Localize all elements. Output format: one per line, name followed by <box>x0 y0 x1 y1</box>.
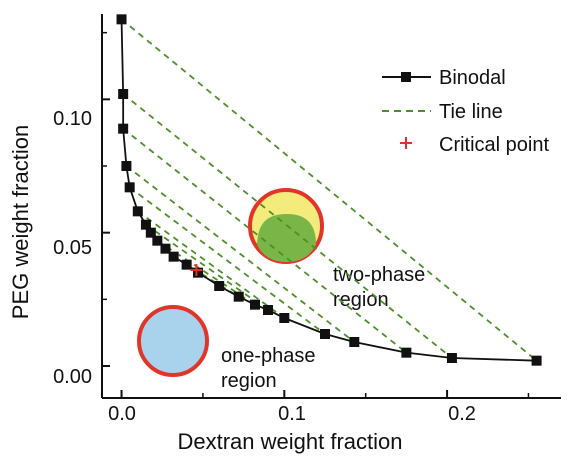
binodal-point-1 <box>118 89 129 99</box>
binodal-point-16 <box>263 305 274 315</box>
binodal-point-14 <box>233 291 244 302</box>
one-phase-label-line-1: one-phase <box>221 345 316 367</box>
two-phase-label-line-1: two-phase <box>333 264 425 286</box>
binodal-point-11 <box>181 259 192 270</box>
two-phase-region-label: two-phase region <box>333 264 431 311</box>
tie-line-1 <box>122 93 453 359</box>
y-tick-label-2: 0.10 <box>53 108 92 130</box>
binodal-point-15 <box>250 299 260 310</box>
legend-critical-point-marker <box>400 137 412 149</box>
binodal-point-0 <box>116 14 127 25</box>
binodal-point-20 <box>401 347 412 358</box>
binodal-point-6 <box>140 219 151 230</box>
one-phase-label-line-2: region <box>221 370 277 392</box>
y-tick-label-0: 0.00 <box>53 366 92 388</box>
y-axis-label: PEG weight fraction <box>8 125 33 319</box>
legend-binodal-label: Binodal <box>439 67 506 89</box>
binodal-layer <box>116 14 542 366</box>
legend-critical-point-label: Critical point <box>439 134 549 156</box>
two-phase-circle-inner <box>257 214 316 262</box>
legend-tie-line-label: Tie line <box>439 101 503 123</box>
binodal-point-4 <box>124 182 135 193</box>
tie-line-3 <box>125 165 355 343</box>
tie-line-6 <box>145 223 269 311</box>
two-phase-label-line-2: region <box>333 289 389 311</box>
one-phase-circle <box>137 305 209 377</box>
axes-layer <box>101 14 561 399</box>
binodal-point-7 <box>145 227 156 238</box>
binodal-point-18 <box>319 329 330 339</box>
x-tick-label-2: 0.2 <box>448 403 476 425</box>
y-tick-label-1: 0.05 <box>53 237 92 259</box>
binodal-point-10 <box>168 251 179 262</box>
tie-line-2 <box>122 127 407 354</box>
one-phase-region-label: one-phase region <box>221 345 321 392</box>
x-axis-label: Dextran weight fraction <box>178 429 403 454</box>
binodal-point-19 <box>349 337 360 347</box>
binodal-point-22 <box>531 355 542 366</box>
legend-binodal-marker <box>401 72 411 82</box>
critical-point-layer <box>190 264 203 276</box>
tie-line-5 <box>137 210 285 319</box>
binodal-point-3 <box>121 161 132 171</box>
binodal-point-17 <box>279 313 290 323</box>
binodal-point-2 <box>118 123 129 134</box>
tie-line-0 <box>120 18 538 362</box>
binodal-point-8 <box>152 235 163 246</box>
binodal-point-13 <box>214 281 225 291</box>
one-phase-circle-illustration <box>137 305 209 377</box>
binodal-point-5 <box>132 206 143 217</box>
x-tick-label-0: 0.0 <box>108 403 136 425</box>
binodal-point-12 <box>193 267 204 278</box>
two-phase-circle-illustration <box>248 188 324 264</box>
tie-line-4 <box>129 186 326 335</box>
binodal-point-9 <box>160 243 171 254</box>
tie-lines-layer <box>120 18 538 362</box>
critical-point-0 <box>190 264 203 276</box>
legend: Binodal Tie line Critical point <box>382 67 549 156</box>
binodal-point-21 <box>446 353 457 363</box>
x-tick-label-1: 0.1 <box>278 403 306 425</box>
tie-line-7 <box>156 239 256 306</box>
